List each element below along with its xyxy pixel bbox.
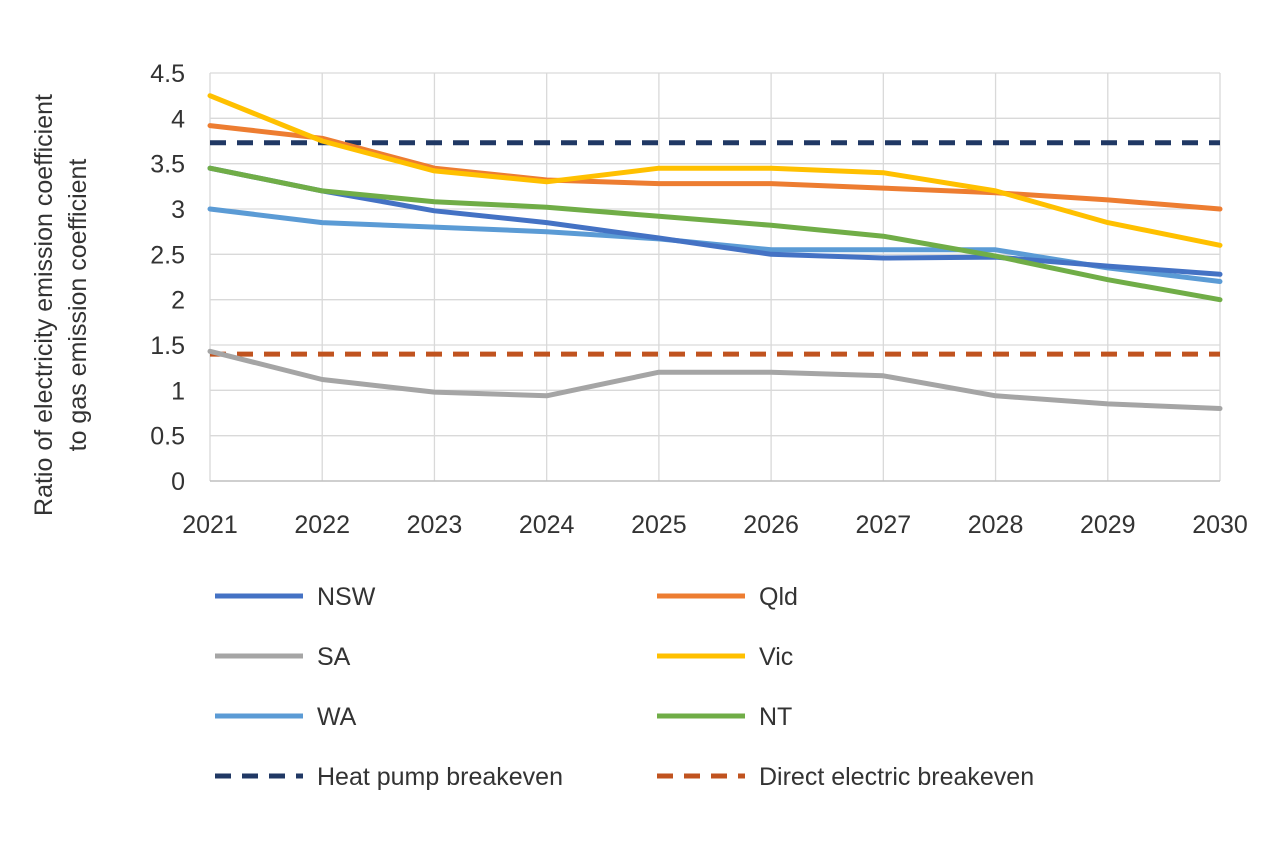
y-tick-label: 1.5 — [150, 332, 185, 360]
series-lines — [207, 93, 1223, 411]
x-tick-label: 2021 — [182, 511, 238, 539]
series-line-vic — [207, 93, 1223, 248]
x-tick-label: 2025 — [631, 511, 687, 539]
x-tick-label: 2024 — [519, 511, 575, 539]
series-line-sa — [207, 348, 1223, 411]
x-tick-label: 2027 — [856, 511, 912, 539]
legend: NSW Qld SA Vic WA NT Heat pump breakeven Direct… — [215, 583, 1034, 791]
y-tick-label: 2 — [171, 287, 185, 315]
x-tick-label: 2028 — [968, 511, 1024, 539]
gridlines — [209, 72, 1221, 481]
y-axis-title-line: Ratio of electricity emission coefficien… — [30, 94, 58, 516]
y-tick-label: 0 — [171, 468, 185, 496]
y-tick-label: 3.5 — [150, 151, 185, 179]
y-tick-labels: 0 0.5 1 1.5 2 2.5 3 3.5 4 4.5 — [150, 60, 185, 496]
x-tick-label: 2029 — [1080, 511, 1136, 539]
legend-label: NT — [759, 703, 792, 731]
x-tick-labels: 2021 2022 2023 2024 2025 2026 2027 2028 2029 2030 — [182, 511, 1248, 539]
y-tick-label: 0.5 — [150, 423, 185, 451]
legend-label: SA — [317, 643, 351, 671]
y-axis-title-line: to gas emission coefficient — [64, 159, 92, 452]
y-tick-label: 3 — [171, 196, 185, 224]
x-tick-label: 2023 — [407, 511, 463, 539]
x-tick-label: 2022 — [294, 511, 350, 539]
legend-label: Vic — [759, 643, 793, 671]
y-axis-title: Ratio of electricity emission coefficien… — [30, 94, 92, 516]
series-line-nt — [207, 165, 1223, 303]
y-tick-label: 4 — [171, 105, 185, 133]
x-tick-label: 2026 — [743, 511, 799, 539]
series-line-qld — [207, 123, 1223, 212]
legend-label: NSW — [317, 583, 376, 611]
x-tick-label: 2030 — [1192, 511, 1248, 539]
legend-label: Direct electric breakeven — [759, 763, 1034, 791]
y-tick-label: 2.5 — [150, 241, 185, 269]
legend-label: Heat pump breakeven — [317, 763, 563, 791]
series-line-nsw — [207, 165, 1223, 277]
y-tick-label: 1 — [171, 377, 185, 405]
legend-label: Qld — [759, 583, 798, 611]
y-tick-label: 4.5 — [150, 60, 185, 88]
legend-label: WA — [317, 703, 357, 731]
